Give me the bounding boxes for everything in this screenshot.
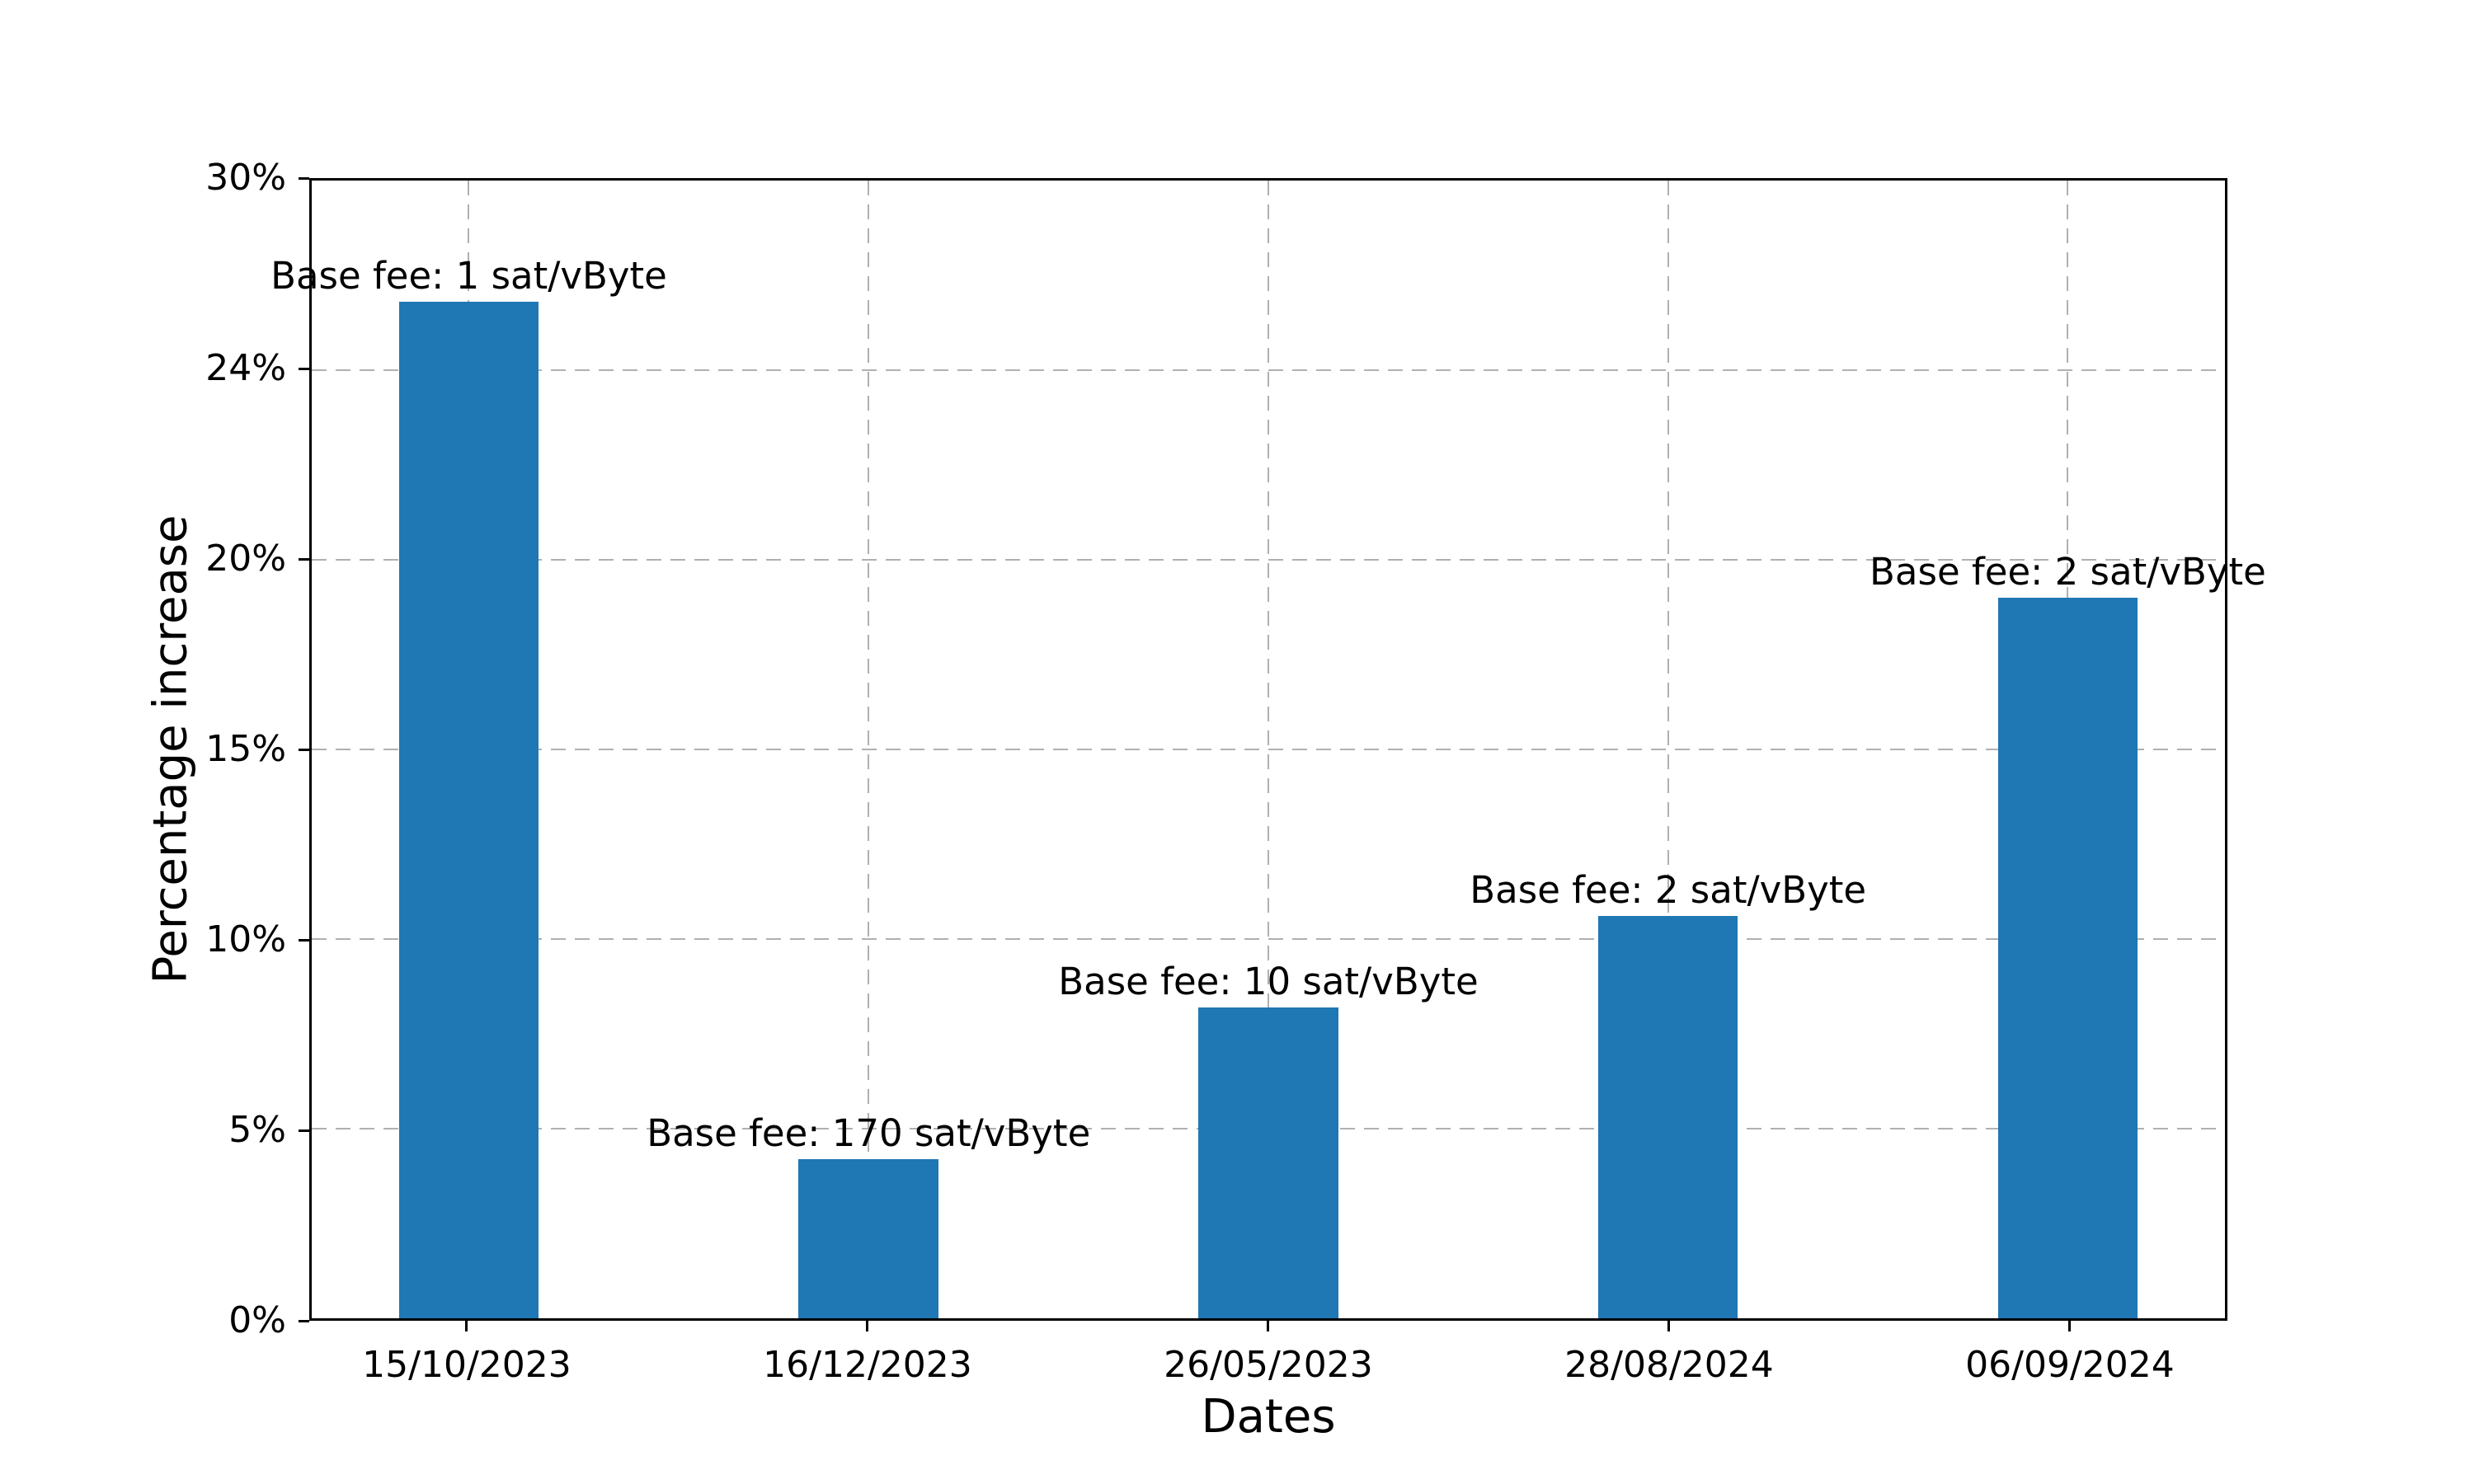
bar-annotation: Base fee: 1 sat/vByte <box>270 253 667 298</box>
vertical-gridline <box>1267 181 1269 1318</box>
x-tick-mark <box>1667 1321 1671 1331</box>
y-axis-title: Percentage increase <box>143 514 198 984</box>
y-tick-label: 20% <box>205 538 286 580</box>
y-tick-label: 15% <box>205 728 286 770</box>
y-tick-mark <box>299 367 309 370</box>
y-tick-label: 10% <box>205 918 286 960</box>
plot-area: Base fee: 1 sat/vByte Base fee: 170 sat/v… <box>270 178 2266 1321</box>
bar-annotation: Base fee: 170 sat/vByte <box>647 1111 1091 1155</box>
vertical-gridline <box>868 181 870 1318</box>
x-tick-mark <box>866 1321 869 1331</box>
x-tick-mark <box>465 1321 468 1331</box>
bar-annotation: Base fee: 2 sat/vByte <box>1470 868 1867 913</box>
bar-annotation: Base fee: 2 sat/vByte <box>1870 549 2266 594</box>
x-tick-label: 28/08/2024 <box>1564 1344 1774 1386</box>
vertical-gridline <box>1667 181 1669 1318</box>
y-tick-mark <box>299 176 309 180</box>
y-tick-mark <box>299 1319 309 1322</box>
y-tick-label: 5% <box>228 1109 286 1151</box>
x-tick-mark <box>2068 1321 2072 1331</box>
x-tick-mark <box>1267 1321 1270 1331</box>
y-tick-mark <box>299 938 309 942</box>
bar-06/09/2024 <box>1997 598 2138 1318</box>
bar-26/05/2023 <box>1198 1007 1338 1318</box>
y-tick-label: 30% <box>205 157 286 199</box>
x-tick-label: 26/05/2023 <box>1164 1344 1373 1386</box>
y-tick-mark <box>299 748 309 751</box>
x-axis-title: Dates <box>1201 1390 1336 1444</box>
y-tick-label: 0% <box>228 1299 286 1341</box>
bar-15/10/2023 <box>398 302 539 1318</box>
x-tick-label: 15/10/2023 <box>362 1344 571 1386</box>
y-tick-label: 24% <box>205 347 286 389</box>
x-tick-label: 16/12/2023 <box>763 1344 972 1386</box>
bar-annotation: Base fee: 10 sat/vByte <box>1058 959 1479 1003</box>
y-tick-mark <box>299 557 309 561</box>
bar-28/08/2024 <box>1597 916 1738 1318</box>
x-tick-label: 06/09/2024 <box>1965 1344 2175 1386</box>
bar-16/12/2023 <box>798 1158 939 1318</box>
y-tick-mark <box>299 1129 309 1132</box>
